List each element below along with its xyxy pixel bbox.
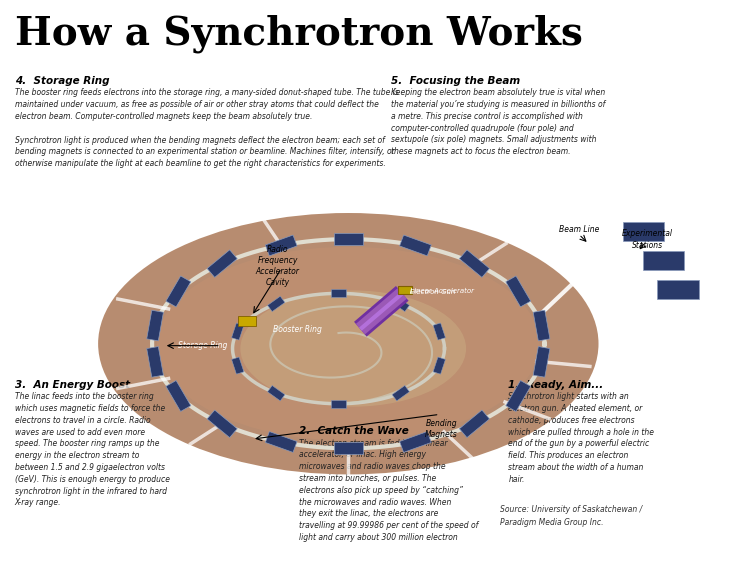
FancyBboxPatch shape: [231, 357, 244, 374]
FancyBboxPatch shape: [207, 410, 237, 438]
FancyBboxPatch shape: [642, 251, 684, 270]
FancyBboxPatch shape: [334, 233, 363, 245]
Ellipse shape: [98, 213, 599, 474]
Text: 4.  Storage Ring: 4. Storage Ring: [15, 76, 110, 86]
FancyBboxPatch shape: [147, 310, 164, 341]
Text: Synchrotron light starts with an
electron gun. A heated element, or
cathode, pro: Synchrotron light starts with an electro…: [508, 392, 654, 484]
FancyBboxPatch shape: [433, 357, 445, 374]
FancyBboxPatch shape: [268, 386, 285, 401]
FancyBboxPatch shape: [623, 222, 664, 241]
FancyBboxPatch shape: [658, 280, 699, 299]
FancyBboxPatch shape: [166, 381, 191, 412]
FancyBboxPatch shape: [265, 235, 297, 256]
FancyBboxPatch shape: [506, 381, 531, 412]
Text: Beam Line: Beam Line: [558, 225, 599, 234]
FancyBboxPatch shape: [533, 346, 550, 377]
FancyBboxPatch shape: [268, 296, 285, 311]
FancyBboxPatch shape: [433, 323, 445, 340]
FancyBboxPatch shape: [207, 250, 237, 277]
Text: The linac feeds into the booster ring
which uses magnetic fields to force the
el: The linac feeds into the booster ring wh…: [15, 392, 169, 508]
Text: Keeping the electron beam absolutely true is vital when
the material you’re stud: Keeping the electron beam absolutely tru…: [391, 88, 604, 156]
FancyBboxPatch shape: [392, 386, 410, 401]
Text: Synchrotron light is produced when the bending magnets deflect the electron beam: Synchrotron light is produced when the b…: [15, 135, 394, 168]
FancyBboxPatch shape: [331, 289, 346, 297]
FancyBboxPatch shape: [166, 276, 191, 307]
FancyBboxPatch shape: [459, 250, 490, 277]
Text: How a Synchrotron Works: How a Synchrotron Works: [15, 15, 583, 53]
Ellipse shape: [157, 247, 539, 440]
Text: 1.  Ready, Aim...: 1. Ready, Aim...: [508, 380, 604, 390]
Text: Radio
Frequency
Accelerator
Cavity: Radio Frequency Accelerator Cavity: [255, 245, 299, 287]
FancyBboxPatch shape: [147, 346, 164, 377]
FancyBboxPatch shape: [459, 410, 490, 438]
FancyBboxPatch shape: [533, 310, 550, 341]
Text: The electron stream is fed into a linear
accelerator, or linac. High energy
micr: The electron stream is fed into a linear…: [299, 439, 478, 542]
FancyBboxPatch shape: [399, 285, 412, 294]
Text: Experimental
Stations: Experimental Stations: [622, 230, 673, 249]
FancyBboxPatch shape: [265, 431, 297, 452]
FancyBboxPatch shape: [231, 323, 244, 340]
FancyBboxPatch shape: [331, 400, 346, 408]
Text: Linear Accelerator: Linear Accelerator: [410, 288, 474, 294]
FancyBboxPatch shape: [238, 316, 256, 326]
Text: Bending
Magnets: Bending Magnets: [425, 419, 458, 439]
FancyBboxPatch shape: [506, 276, 531, 307]
Text: 5.  Focusing the Beam: 5. Focusing the Beam: [391, 76, 520, 86]
FancyBboxPatch shape: [392, 296, 410, 311]
Text: Booster Ring: Booster Ring: [273, 325, 322, 334]
Text: Storage Ring: Storage Ring: [178, 341, 228, 350]
Text: 2.  Catch the Wave: 2. Catch the Wave: [299, 426, 409, 436]
Ellipse shape: [240, 290, 466, 407]
Text: 3.  An Energy Boost: 3. An Energy Boost: [15, 380, 130, 390]
FancyBboxPatch shape: [334, 443, 363, 454]
Text: Source: University of Saskatchewan /
Paradigm Media Group Inc.: Source: University of Saskatchewan / Par…: [500, 505, 642, 527]
Text: Electron Gun: Electron Gun: [410, 289, 456, 296]
FancyBboxPatch shape: [399, 431, 431, 452]
FancyBboxPatch shape: [399, 235, 431, 256]
Text: The booster ring feeds electrons into the storage ring, a many-sided donut-shape: The booster ring feeds electrons into th…: [15, 88, 399, 121]
